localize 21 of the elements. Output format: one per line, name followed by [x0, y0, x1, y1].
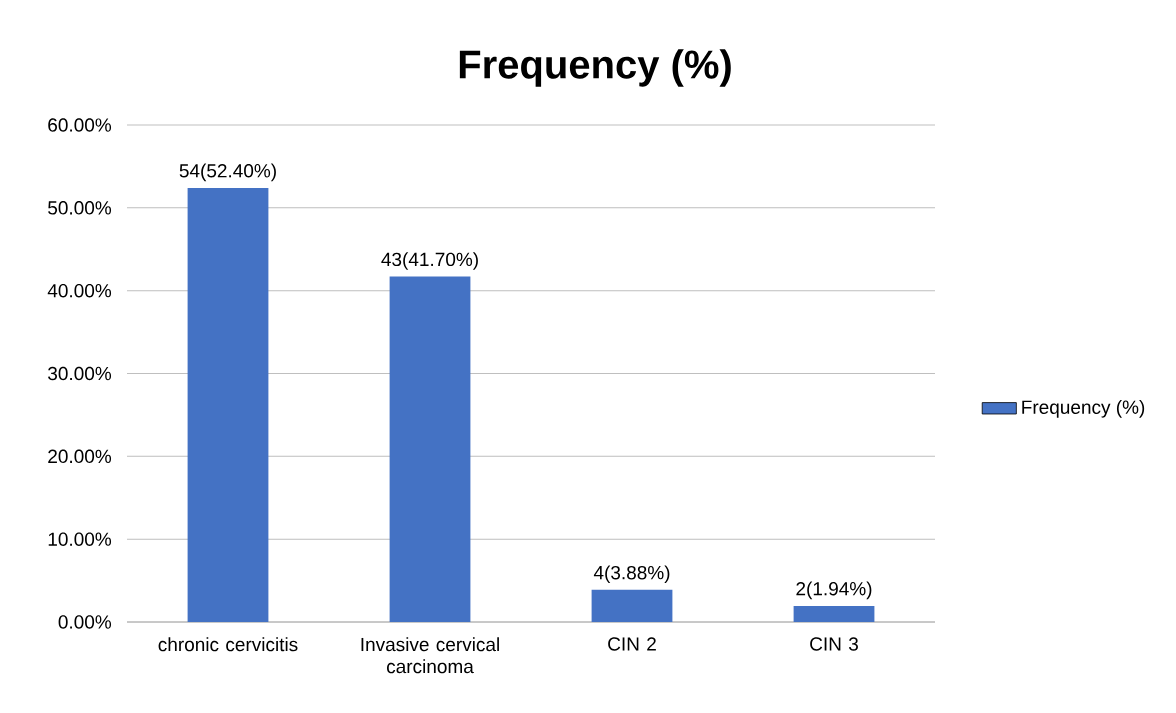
- bar: [187, 187, 269, 622]
- y-tick-label: 50.00%: [48, 201, 112, 215]
- text: 43(41.70%): [381, 252, 478, 270]
- text: 54(52.40%): [179, 163, 276, 182]
- x-tick-label: CIN 2: [608, 637, 656, 651]
- text: 2(1.94%): [796, 581, 872, 600]
- y-tick-label: 20.00%: [48, 449, 112, 464]
- bar: [389, 276, 471, 622]
- legend-label: Frequency (%): [1022, 399, 1145, 418]
- x-tick-label: Invasive cervical carcinoma: [361, 637, 499, 674]
- text: 4(3.88%): [593, 565, 670, 584]
- x-tick-label: CIN 3: [810, 637, 858, 651]
- bar: [591, 589, 673, 622]
- y-tick-label: 60.00%: [48, 118, 112, 132]
- chart-title: Frequency (%): [459, 49, 731, 87]
- x-tick-label: chronic cervicitis: [158, 637, 298, 652]
- y-tick-label: 0.00%: [58, 615, 112, 629]
- y-tick-label: 10.00%: [48, 532, 112, 546]
- bar: [793, 605, 875, 622]
- y-tick-label: 30.00%: [48, 366, 112, 381]
- y-tick-label: 40.00%: [47, 283, 112, 298]
